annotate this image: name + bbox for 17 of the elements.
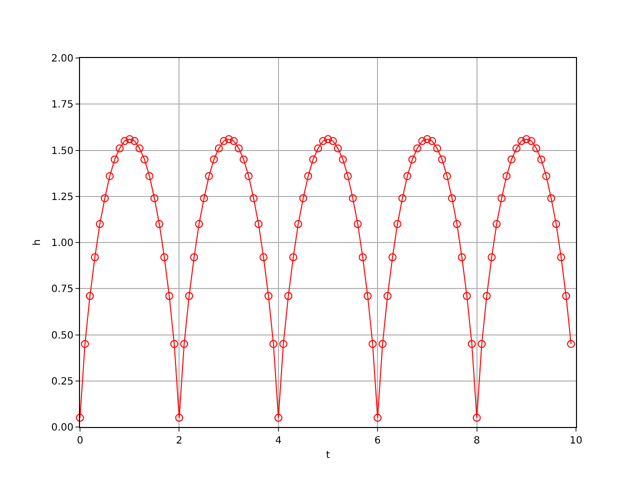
y-tick-label: 1.00 xyxy=(51,238,74,249)
x-tick-label: 10 xyxy=(570,436,582,446)
y-tick-label: 1.25 xyxy=(51,192,74,203)
y-tick-label: 0.00 xyxy=(51,422,74,434)
x-tick-label: 4 xyxy=(275,436,282,446)
y-tick-label: 2.00 xyxy=(51,54,74,64)
x-tick-label: 6 xyxy=(374,436,381,446)
y-tick-label: 0.25 xyxy=(51,376,74,388)
y-tick-label: 1.50 xyxy=(51,146,74,157)
x-tick-label: 8 xyxy=(474,436,480,446)
y-tick-label: 0.75 xyxy=(51,284,74,296)
y-axis-title: h xyxy=(32,239,44,246)
y-tick-label: 1.75 xyxy=(51,100,74,111)
x-tick-label: 2 xyxy=(176,436,182,446)
y-tick-label: 0.50 xyxy=(51,330,74,342)
x-tick-label: 0 xyxy=(76,436,84,446)
x-axis-title: t xyxy=(326,450,330,461)
